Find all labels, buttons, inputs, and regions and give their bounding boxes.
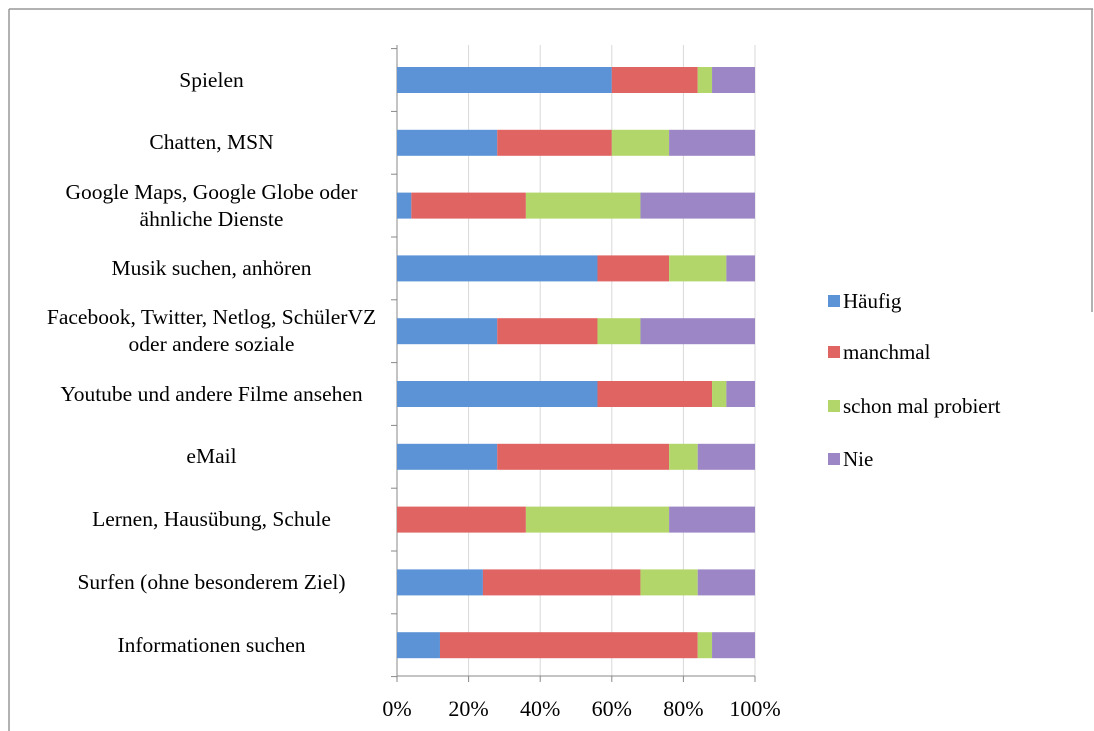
bar-segment [525, 192, 641, 219]
bar-segment [497, 443, 670, 470]
y-tick-label: Spielen [179, 67, 244, 92]
bar-segment [726, 255, 755, 282]
legend-label: Nie [843, 447, 873, 471]
bar-segment [597, 381, 713, 407]
bar-segment [397, 192, 412, 219]
bar-segment [611, 129, 670, 156]
x-tick-label: 20% [448, 696, 488, 721]
bar-segment [640, 569, 698, 596]
y-tick-label: Musik suchen, anhören [111, 255, 312, 280]
x-tick-label: 100% [729, 696, 780, 721]
bar-segment [397, 632, 440, 659]
bar-segment [669, 506, 755, 533]
bar-segment [397, 67, 612, 93]
bar-segment [397, 443, 498, 470]
bar-segment [697, 67, 713, 93]
bar-segment [397, 506, 526, 533]
bar-segment [712, 632, 755, 659]
y-tick-label: Informationen suchen [117, 632, 306, 657]
bar-segment [497, 129, 612, 156]
y-tick-label: Lernen, Hausübung, Schule [92, 507, 331, 532]
bar-segment [697, 443, 755, 470]
bar-segment [525, 506, 670, 533]
bar-segment [397, 255, 598, 282]
bar-segment [640, 192, 755, 219]
x-tick-label: 40% [520, 696, 560, 721]
bar-segment [726, 381, 755, 407]
y-tick-label: Google Maps, Google Globe oder ähnliche … [65, 179, 358, 231]
bar-segment [669, 255, 727, 282]
y-tick-label: Youtube und andere Filme ansehen [60, 381, 363, 406]
bar-segment [597, 255, 670, 282]
x-tick-label: 0% [382, 696, 411, 721]
bar-segment [397, 129, 498, 156]
bar-segment [597, 318, 641, 345]
bar-segment [697, 632, 713, 659]
bar-segment [397, 381, 598, 407]
legend-swatch [828, 453, 840, 465]
y-tick-label: Facebook, Twitter, Netlog, SchülerVZ ode… [46, 305, 377, 357]
y-tick-label: eMail [186, 444, 237, 469]
legend-swatch [828, 400, 840, 412]
bar-segment [712, 381, 727, 407]
bar-segment [640, 318, 755, 345]
bar-segment [397, 318, 498, 345]
y-tick-label: Chatten, MSN [149, 130, 274, 155]
bar-segment [712, 67, 755, 93]
legend-label: manchmal [843, 340, 931, 364]
bar-segment [482, 569, 641, 596]
bar-segment [669, 129, 755, 156]
x-tick-label: 60% [592, 696, 632, 721]
x-tick-label: 80% [663, 696, 703, 721]
bar-segment [411, 192, 526, 219]
bar-segment [611, 67, 698, 93]
legend-swatch [828, 295, 840, 307]
bar-segment [669, 443, 698, 470]
bar-segment [497, 318, 598, 345]
y-tick-label: Surfen (ohne besonderem Ziel) [77, 569, 346, 594]
bar-segment [697, 569, 755, 596]
legend-label: Häufig [843, 289, 902, 313]
bar-segment [397, 569, 483, 596]
bar-segment [439, 632, 698, 659]
legend-swatch [828, 346, 840, 358]
legend-label: schon mal probiert [843, 394, 1001, 418]
